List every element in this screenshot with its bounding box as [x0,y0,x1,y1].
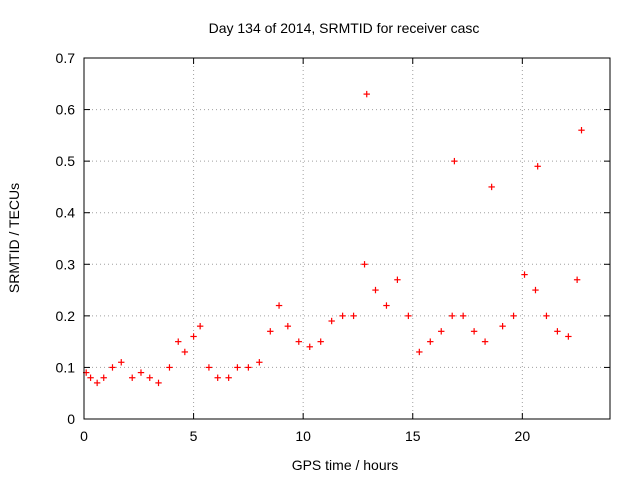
plot-frame [83,57,611,420]
data-point [554,328,561,335]
data-point [146,374,153,381]
data-point [87,374,94,381]
data-point [190,333,197,340]
data-point [361,261,368,268]
data-point [438,328,445,335]
data-points [82,90,585,387]
data-point [118,359,125,366]
data-point [234,364,241,371]
x-tick-label: 5 [190,428,198,444]
y-tick-label: 0.1 [56,359,76,375]
data-point [451,157,458,165]
data-point [339,312,346,320]
data-point [93,379,101,387]
data-point [306,343,313,350]
data-point [578,127,585,134]
data-point [284,322,292,330]
data-point [532,286,539,294]
data-point [166,364,173,371]
data-point [534,163,541,170]
data-point [488,183,495,191]
x-tick-label: 15 [405,428,421,444]
data-point [363,90,370,98]
data-point [372,286,379,294]
data-point [214,374,221,381]
x-tick-label: 0 [80,428,88,444]
axis-ticks [83,57,610,420]
data-point [470,328,478,335]
data-point [137,369,145,376]
y-axis-label: SRMTID / TECUs [6,183,22,293]
x-tick-label: 10 [295,428,311,444]
data-point [256,359,263,366]
y-tick-label: 0 [67,411,75,427]
data-point [181,348,189,356]
data-point [416,348,423,356]
data-point [427,338,434,345]
data-point [328,317,335,325]
y-tick-label: 0.3 [56,256,76,272]
data-point [155,379,162,387]
data-point [499,322,506,330]
data-point [245,364,252,371]
data-point [317,338,324,345]
data-point [459,312,467,320]
data-point [383,302,390,309]
data-point [275,302,283,309]
y-tick-label: 0.6 [56,102,76,118]
data-point [129,374,136,381]
data-point [405,312,412,320]
data-point [350,312,357,320]
x-axis-label: GPS time / hours [292,457,399,473]
data-point [196,322,204,330]
data-point [267,328,274,335]
data-point [573,276,581,283]
grid-lines [84,58,610,419]
data-point [225,374,232,381]
chart-title: Day 134 of 2014, SRMTID for receiver cas… [209,20,480,36]
data-point [449,312,456,320]
data-point [175,338,182,345]
data-point [295,338,302,345]
data-point [481,338,489,345]
data-point [109,364,116,371]
y-tick-label: 0.4 [56,205,76,221]
data-point [205,364,213,371]
data-point [521,271,528,278]
data-point [543,312,550,320]
y-tick-label: 0.2 [56,308,76,324]
data-point [100,374,107,381]
data-point [510,312,517,320]
data-point [394,276,401,283]
y-tick-label: 0.5 [56,153,76,169]
y-tick-label: 0.7 [56,50,76,66]
x-tick-label: 20 [515,428,531,444]
data-point [565,333,572,340]
